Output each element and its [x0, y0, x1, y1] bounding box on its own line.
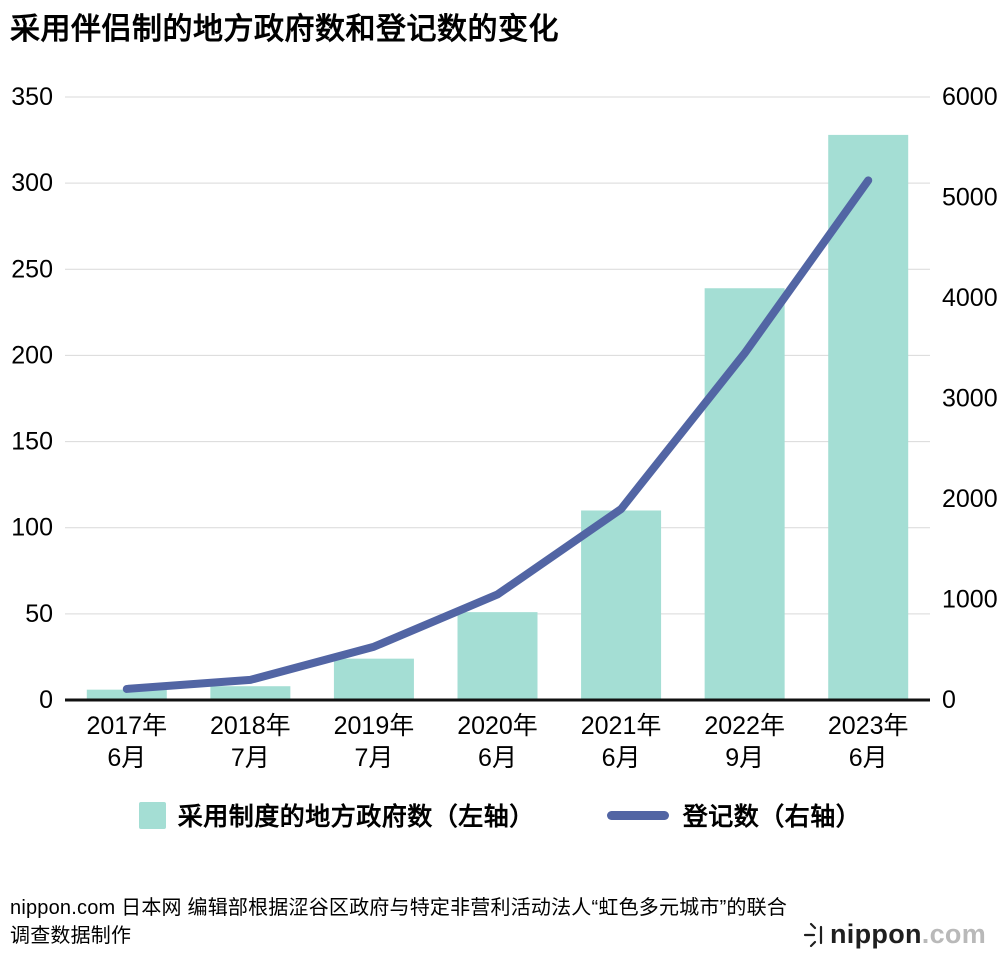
left-axis-tick-label: 250 [11, 255, 53, 283]
x-axis-label-month: 9月 [725, 744, 764, 772]
registrations-line [122, 176, 873, 693]
x-axis-label-month: 6月 [478, 744, 517, 772]
x-axis-label-year: 2022年 [704, 712, 785, 740]
chart-title: 采用伴侣制的地方政府数和登记数的变化 [10, 13, 559, 46]
x-axis-label-month: 6月 [849, 744, 888, 772]
logo-text-com: .com [921, 919, 986, 949]
legend-label-line: 登记数（右轴） [682, 803, 862, 831]
left-axis-tick-label: 300 [11, 169, 53, 197]
x-axis-label-year: 2018年 [210, 712, 291, 740]
bar [457, 612, 538, 700]
footer: nippon.com 日本网 编辑部根据涩谷区政府与特定非营利活动法人“虹色多元… [0, 894, 1000, 950]
x-axis-label-year: 2021年 [581, 712, 662, 740]
bar [581, 510, 662, 700]
x-axis-label-month: 6月 [107, 744, 146, 772]
x-axis-label-year: 2019年 [334, 712, 415, 740]
nippon-logo-icon [803, 922, 823, 947]
right-axis-tick-label: 4000 [942, 284, 998, 312]
right-axis-tick-label: 6000 [942, 83, 998, 111]
left-axis-tick-label: 0 [39, 686, 53, 714]
x-axis-label-year: 2020年 [457, 712, 538, 740]
legend-label-bar: 采用制度的地方政府数（左轴） [177, 803, 535, 831]
source-note: nippon.com 日本网 编辑部根据涩谷区政府与特定非营利活动法人“虹色多元… [10, 897, 788, 947]
left-axis-tick-label: 100 [11, 514, 53, 542]
bar [828, 134, 909, 701]
bar [86, 689, 167, 700]
x-axis-label-month: 7月 [354, 744, 393, 772]
logo-text-nippon: nippon [830, 919, 922, 949]
x-axis-label-year: 2017年 [86, 712, 167, 740]
x-axis-label-month: 7月 [231, 744, 270, 772]
left-axis-tick-label: 350 [11, 83, 53, 111]
bar-swatch [138, 801, 166, 829]
right-axis-tick-label: 5000 [942, 184, 998, 212]
line-swatch [606, 810, 669, 820]
right-axis-tick-label: 0 [942, 686, 956, 714]
legend-item-bar: 采用制度的地方政府数（左轴） [138, 797, 535, 833]
left-axis-tick-label: 200 [11, 341, 53, 369]
legend: 采用制度的地方政府数（左轴） 登记数（右轴） [0, 796, 1000, 834]
x-axis-label-month: 6月 [602, 744, 641, 772]
left-axis-tick-label: 150 [11, 428, 53, 456]
left-axis-tick-label: 50 [25, 600, 53, 628]
bar [333, 658, 414, 700]
bar [210, 686, 291, 700]
chart-page: 采用伴侣制的地方政府数和登记数的变化 0 50 100 150 200 250 300 350… [0, 12, 1000, 960]
right-axis-tick-label: 1000 [942, 586, 998, 614]
chart-canvas: 0 50 100 150 200 250 300 350 0 1000 2000 3000 4000 50… [11, 83, 998, 772]
legend-item-line: 登记数（右轴） [606, 797, 862, 833]
right-axis-tick-label: 2000 [942, 485, 998, 513]
x-axis-label-year: 2023年 [828, 712, 909, 740]
nippon-logo: nippon .com [802, 919, 986, 950]
right-axis-tick-label: 3000 [942, 385, 998, 413]
